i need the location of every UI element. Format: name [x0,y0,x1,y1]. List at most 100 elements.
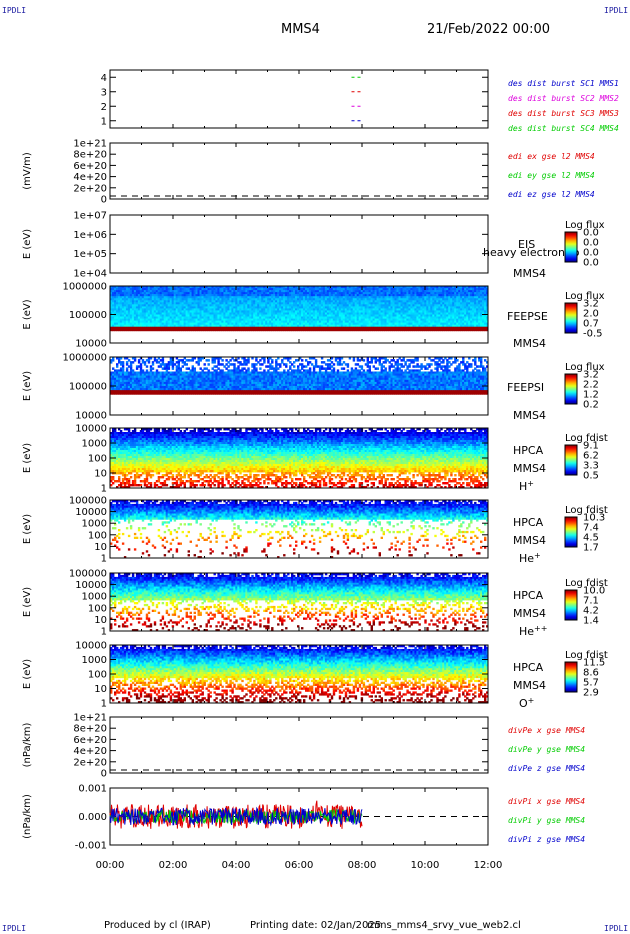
spectrogram-cell [255,314,258,317]
spectrogram-cell [157,298,161,301]
spectrogram-cell [241,308,244,311]
spectrogram-cell [241,318,244,321]
spectrogram-cell [211,312,214,315]
spectrogram-cell [344,328,348,332]
spectrogram-cell [332,318,336,321]
spectrogram-cell [358,308,362,311]
spectrogram-cell [303,308,306,311]
spectrogram-cell [209,302,212,305]
spectrogram-cell [185,292,188,295]
spectrogram-cell [237,328,240,332]
spectrogram-cell [269,288,272,291]
spectrogram-cell [193,308,196,311]
spectrogram-cell [295,296,298,299]
spectrogram-cell [293,310,296,313]
spectrogram-cell [330,298,334,301]
spectrogram-cell [293,318,296,321]
spectrogram-cell [177,300,180,303]
spectrogram-cell [380,316,383,319]
spectrogram-cell [261,312,264,315]
spectrogram-cell [279,314,282,317]
spectrogram-cell [344,288,348,291]
spectrogram-cell [185,310,188,313]
spectrogram-cell [279,318,282,321]
spectrogram-cell [295,310,298,313]
spectrogram-cell [273,296,276,299]
spectrogram-cell [330,324,334,328]
spectrogram-cell [342,312,346,315]
spectrogram-cell [334,290,338,293]
spectrogram-cell [378,318,381,321]
spectrogram-cell [392,318,395,321]
spectrogram-cell [195,292,198,295]
spectrogram-cell [275,302,278,305]
spectrogram-cell [147,324,151,328]
spectrogram-cell [159,302,163,305]
spectrogram-cell [143,300,147,303]
spectrogram-cell [356,322,360,325]
spectrogram-cell [273,312,276,315]
spectrogram-cell [392,308,395,311]
spectrogram-cell [153,288,157,291]
spectrogram-cell [127,298,131,301]
spectrogram-cell [257,308,260,311]
spectrogram-cell [340,312,344,315]
spectrogram-cell [235,310,238,313]
spectrogram-cell [121,300,125,303]
spectrogram-cell [344,326,348,330]
spectrogram-cell [209,290,212,293]
spectrogram-cell [358,312,362,315]
spectrogram-cell [257,292,260,295]
spectrogram-cell [271,312,274,315]
spectrogram-cell [119,302,123,305]
spectrogram-cell [318,322,322,325]
spectrogram-cell [155,308,159,311]
spectrogram-cell [297,326,300,330]
spectrogram-cell [185,296,188,299]
spectrogram-cell [227,310,230,313]
spectrogram-cell [127,314,131,317]
spectrogram-cell [245,290,248,293]
spectrogram-cell [199,292,202,295]
spectrogram-cell [263,322,266,325]
spectrogram-cell [143,320,147,323]
spectrogram-cell [114,320,117,323]
spectrogram-cell [191,298,194,301]
spectrogram-cell [330,304,334,307]
spectrogram-cell [308,292,312,295]
spectrogram-cell [358,286,362,289]
spectrogram-cell [352,292,356,295]
spectrogram-cell [269,306,272,309]
spectrogram-cell [350,312,354,315]
spectrogram-cell [305,308,308,311]
spectrogram-cell [119,300,123,303]
spectrogram-cell [177,306,180,309]
spectrogram-cell [354,310,358,313]
spectrogram-cell [265,328,268,332]
spectrogram-cell [310,302,314,305]
spectrogram-cell [155,316,159,319]
spectrogram-cell [155,314,159,317]
spectrogram-cell [129,312,133,315]
spectrogram-cell [241,324,244,328]
spectrogram-cell [299,298,302,301]
spectrogram-cell [344,286,348,289]
spectrogram-cell [207,306,210,309]
spectrogram-cell [322,326,326,330]
spectrogram-cell [320,292,324,295]
spectrogram-cell [334,302,338,305]
spectrogram-cell [362,298,366,301]
spectrogram-cell [295,318,298,321]
spectrogram-cell [328,290,332,293]
spectrogram-cell [207,286,210,289]
spectrogram-cell [241,294,244,297]
spectrogram-cell [207,288,210,291]
spectrogram-cell [119,304,123,307]
spectrogram-cell [251,304,254,307]
spectrogram-cell [191,322,194,325]
spectrogram-cell [195,308,198,311]
spectrogram-cell [271,296,274,299]
spectrogram-cell [330,292,334,295]
spectrogram-cell [231,292,234,295]
spectrogram-cell [291,308,294,311]
